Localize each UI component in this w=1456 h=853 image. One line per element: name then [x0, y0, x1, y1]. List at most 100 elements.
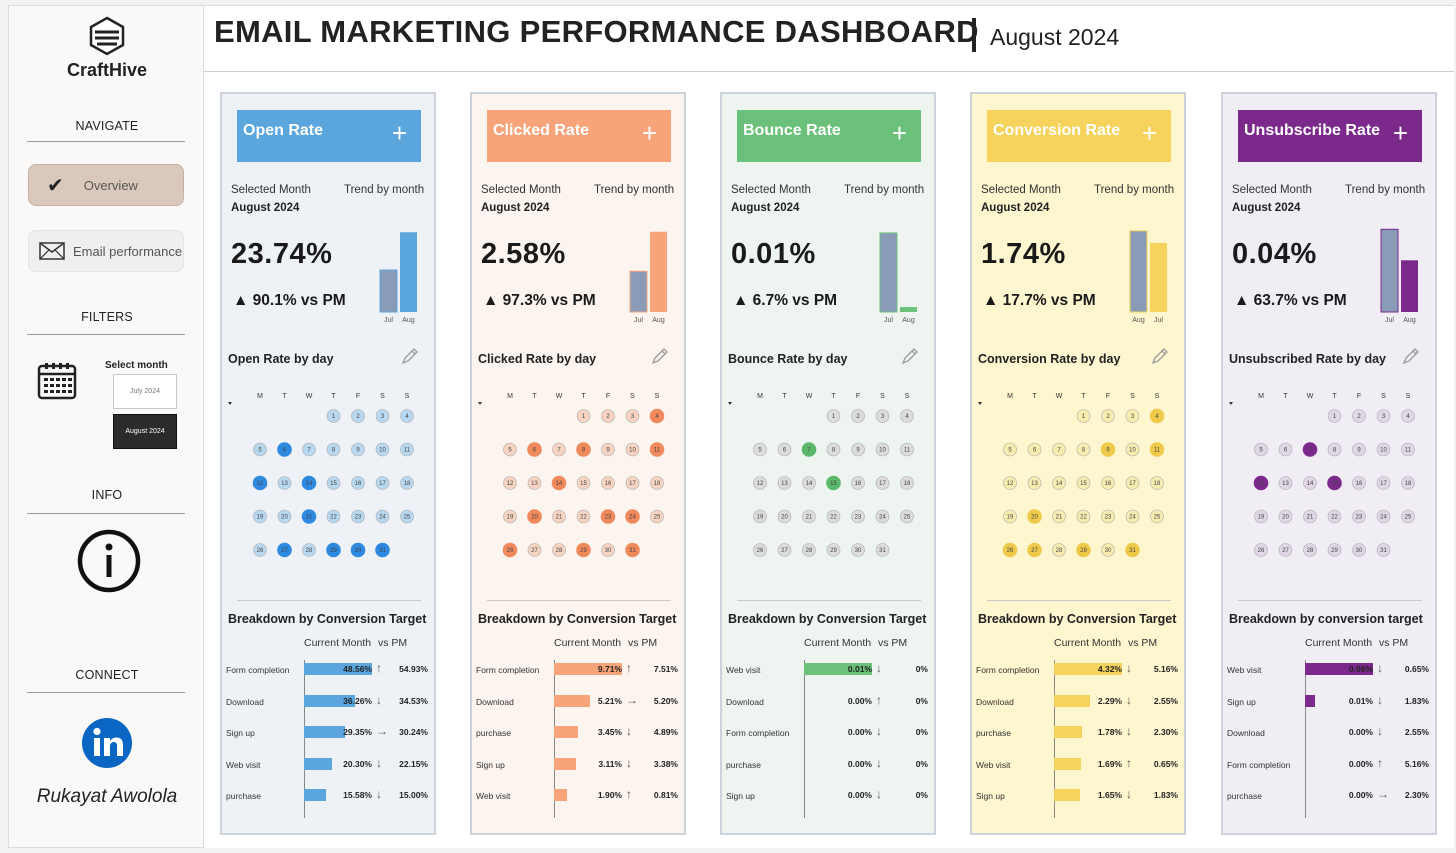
calendar-day[interactable]: 30 [851, 543, 865, 557]
calendar-day[interactable]: 19 [753, 509, 767, 524]
calendar-day[interactable]: 19 [1254, 509, 1268, 524]
calendar-day[interactable]: 27 [1278, 543, 1293, 557]
email-performance-button[interactable]: Email performance [28, 230, 184, 272]
calendar-day[interactable]: 22 [576, 509, 591, 524]
calendar-day[interactable]: 20 [277, 509, 292, 524]
calendar-day[interactable]: 17 [375, 476, 390, 490]
calendar-day[interactable]: 13 [277, 476, 292, 490]
calendar-dropdown-icon[interactable] [478, 402, 482, 405]
calendar-day[interactable]: 25 [400, 509, 414, 524]
calendar-day[interactable]: 30 [1352, 543, 1366, 557]
calendar-day[interactable]: 18 [1150, 476, 1164, 490]
calendar-day[interactable]: 16 [351, 476, 365, 490]
calendar-day[interactable]: 26 [1254, 543, 1268, 557]
calendar-day[interactable]: 7 [1052, 442, 1066, 457]
calendar-day[interactable]: 25 [650, 509, 664, 524]
breakdown-bar[interactable] [554, 757, 576, 770]
calendar-day[interactable]: 9 [1100, 442, 1116, 457]
calendar-day[interactable]: 17 [625, 476, 640, 490]
breakdown-bar[interactable] [554, 789, 568, 801]
calendar-day[interactable]: 21 [802, 509, 816, 524]
calendar-day[interactable]: 17 [1125, 476, 1140, 490]
calendar-day[interactable]: 14 [1303, 476, 1317, 490]
calendar-day[interactable]: 28 [552, 543, 566, 557]
calendar-day[interactable]: 15 [1076, 476, 1091, 490]
calendar-day[interactable]: 4 [649, 408, 665, 424]
expand-plus-icon[interactable]: + [1392, 118, 1408, 148]
calendar-day[interactable]: 4 [1401, 409, 1415, 423]
calendar-day[interactable]: 16 [601, 476, 615, 490]
breakdown-bar[interactable] [304, 789, 326, 801]
calendar-day[interactable]: 25 [1150, 509, 1164, 524]
calendar-day[interactable]: 28 [1303, 543, 1317, 557]
calendar-day[interactable]: 9 [1352, 442, 1366, 457]
calendar-day[interactable]: 31 [1125, 542, 1140, 558]
calendar-day[interactable]: 13 [777, 476, 792, 490]
calendar-day[interactable]: 29 [326, 542, 341, 558]
calendar-day[interactable]: 11 [900, 442, 914, 457]
calendar-day[interactable]: 30 [1101, 543, 1115, 557]
calendar-day[interactable]: 24 [375, 509, 390, 524]
calendar-day[interactable]: 8 [1327, 442, 1342, 457]
calendar-day[interactable]: 10 [1376, 442, 1391, 457]
calendar-day[interactable]: 24 [1376, 509, 1391, 524]
calendar-day[interactable]: 23 [851, 509, 865, 524]
edit-pencil-icon[interactable] [900, 346, 920, 371]
calendar-day[interactable]: 13 [1278, 476, 1293, 490]
breakdown-bar[interactable] [1305, 663, 1373, 675]
calendar-day[interactable]: 2 [601, 409, 615, 423]
calendar-day[interactable]: 29 [576, 542, 591, 558]
calendar-day[interactable]: 7 [1302, 442, 1318, 457]
breakdown-bar[interactable] [1054, 789, 1080, 801]
calendar-day[interactable]: 9 [851, 442, 865, 457]
calendar-day[interactable]: 8 [326, 442, 341, 457]
calendar-day[interactable]: 28 [302, 543, 316, 557]
calendar-day[interactable]: 21 [1052, 509, 1066, 524]
calendar-day[interactable]: 5 [253, 442, 267, 457]
calendar-day[interactable]: 18 [400, 476, 414, 490]
kpi-card-header[interactable]: Clicked Rate + [487, 110, 671, 162]
kpi-card-header[interactable]: Open Rate + [237, 110, 421, 162]
calendar-day[interactable]: 12 [753, 476, 767, 490]
calendar-day[interactable]: 30 [350, 542, 366, 558]
calendar-day[interactable]: 21 [552, 509, 566, 524]
calendar-day[interactable]: 16 [1101, 476, 1115, 490]
calendar-dropdown-icon[interactable] [1229, 402, 1233, 405]
calendar-dropdown-icon[interactable] [728, 402, 732, 405]
calendar-day[interactable]: 5 [1003, 442, 1017, 457]
calendar-day[interactable]: 14 [551, 475, 567, 491]
calendar-dropdown-icon[interactable] [228, 402, 232, 405]
calendar-day[interactable]: 27 [777, 543, 792, 557]
calendar-day[interactable]: 3 [625, 409, 640, 423]
calendar-day[interactable]: 30 [601, 543, 615, 557]
calendar-day[interactable]: 1 [826, 409, 841, 423]
calendar-day[interactable]: 29 [1076, 542, 1091, 558]
breakdown-bar[interactable] [1305, 694, 1316, 707]
calendar-day[interactable]: 2 [1101, 409, 1115, 423]
calendar-day[interactable]: 12 [1003, 476, 1017, 490]
calendar-day[interactable]: 21 [1303, 509, 1317, 524]
calendar-day[interactable]: 3 [1125, 409, 1140, 423]
calendar-day[interactable]: 8 [576, 442, 591, 457]
calendar-day[interactable]: 20 [777, 509, 792, 524]
calendar-day[interactable]: 18 [650, 476, 664, 490]
calendar-day[interactable]: 22 [1327, 509, 1342, 524]
calendar-day[interactable]: 22 [1076, 509, 1091, 524]
calendar-day[interactable]: 26 [502, 542, 518, 558]
calendar-day[interactable]: 13 [527, 476, 542, 490]
breakdown-bar[interactable] [304, 663, 372, 675]
calendar-day[interactable]: 15 [826, 475, 841, 491]
expand-plus-icon[interactable]: + [1141, 118, 1157, 148]
breakdown-bar[interactable] [304, 694, 355, 707]
calendar-day[interactable]: 12 [1253, 475, 1269, 491]
calendar-day[interactable]: 28 [802, 543, 816, 557]
kpi-card-header[interactable]: Unsubscribe Rate + [1238, 110, 1422, 162]
breakdown-bar[interactable] [554, 694, 591, 707]
breakdown-bar[interactable] [304, 757, 333, 770]
calendar-day[interactable]: 23 [1352, 509, 1366, 524]
calendar-day[interactable]: 17 [875, 476, 890, 490]
calendar-day[interactable]: 9 [601, 442, 615, 457]
calendar-day[interactable]: 11 [1149, 442, 1165, 457]
calendar-day[interactable]: 11 [649, 442, 665, 457]
calendar-day[interactable]: 31 [875, 543, 890, 557]
